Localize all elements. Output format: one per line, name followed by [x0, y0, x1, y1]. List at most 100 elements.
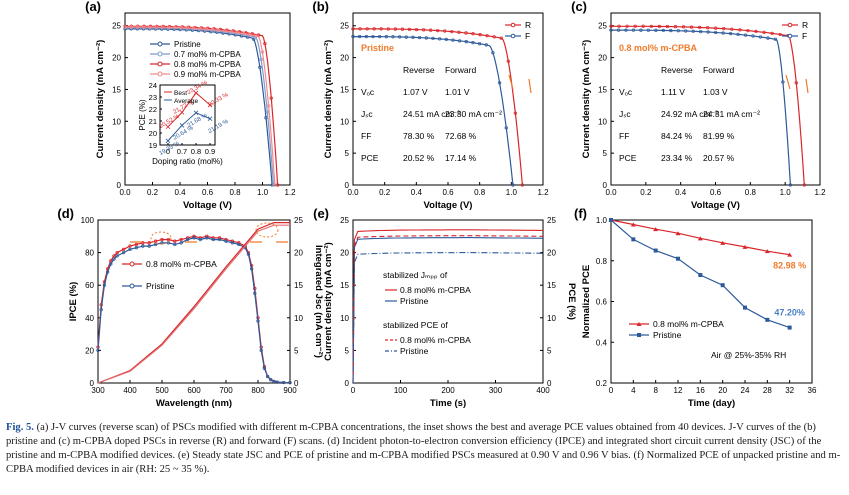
table-header: Forward [445, 65, 476, 75]
highlight-ellipse [255, 222, 279, 238]
data-point [273, 183, 277, 187]
x-tick-label: 32 [785, 386, 794, 395]
y-axis-label: Current density (mA cm⁻²) [323, 40, 334, 159]
data-point [491, 51, 495, 55]
y-axis-label: Current density (mA cm⁻²) [323, 242, 334, 361]
data-point [770, 31, 774, 36]
data-point [154, 25, 158, 29]
data-point [609, 218, 613, 222]
data-point [730, 27, 734, 31]
data-point [443, 29, 447, 33]
inset-y-tick-label: 19 [149, 141, 157, 150]
y2-tick-label: 5 [547, 346, 552, 355]
panel-label: (c) [571, 0, 587, 14]
data-point [262, 366, 267, 370]
data-point [198, 27, 202, 31]
x-tick-label: 16 [696, 386, 705, 395]
data-point [351, 34, 355, 39]
data-point [728, 31, 733, 36]
x-tick-label: 0.0 [347, 188, 359, 197]
data-point [631, 237, 636, 242]
legend-label: Pristine [653, 330, 682, 340]
x-tick-label: 0.2 [147, 188, 159, 197]
y-tick-label: 20 [112, 54, 121, 63]
x-tick-label: 0.8 [229, 188, 241, 197]
table-cell: 72.68 % [445, 131, 477, 141]
y-tick-label: 0 [345, 379, 350, 388]
data-point [242, 32, 246, 36]
data-point [738, 28, 742, 32]
data-point [506, 59, 510, 63]
data-point [485, 34, 489, 38]
panel-label: (a) [85, 0, 101, 14]
data-point [160, 241, 164, 245]
data-point [160, 237, 164, 242]
data-point [372, 27, 376, 31]
x-tick-label: 0.4 [174, 188, 186, 197]
y2-tick-label: 0 [547, 379, 552, 388]
data-point [147, 244, 151, 248]
data-point [720, 240, 726, 245]
data-point [673, 25, 678, 29]
data-point [391, 35, 395, 39]
legend-marker [157, 61, 163, 67]
data-point [444, 37, 448, 42]
data-point [179, 26, 183, 30]
data-point [141, 241, 145, 245]
data-point [142, 25, 146, 29]
legend-marker [510, 22, 516, 28]
legend-label: Pristine [146, 281, 175, 291]
y-tick-label: 0.2 [596, 379, 608, 388]
legend-marker [157, 71, 163, 77]
data-point [781, 80, 785, 84]
data-point [266, 104, 271, 108]
data-point [153, 239, 158, 243]
inset-y-tick-label: 21 [149, 117, 157, 126]
data-point [258, 65, 262, 69]
panel-label: (b) [312, 0, 329, 14]
legend-marker [157, 51, 163, 57]
data-point [511, 183, 515, 187]
x-tick-label: 400 [536, 386, 550, 395]
data-point [641, 24, 645, 28]
y-tick-label: 60 [85, 281, 94, 290]
data-point [649, 24, 653, 29]
x-tick-label: 300 [489, 386, 503, 395]
data-point [407, 27, 412, 32]
x-tick-label: 800 [251, 386, 265, 395]
data-point [173, 239, 177, 243]
data-point [654, 28, 658, 32]
data-point [520, 183, 525, 187]
data-point [192, 26, 196, 30]
x-tick-label: 0.6 [202, 188, 214, 197]
table-cell: Vₒc [361, 87, 375, 97]
inset-data-point [179, 123, 185, 128]
y-tick-label: 15 [598, 85, 607, 94]
data-point [134, 242, 139, 247]
data-point [260, 50, 265, 54]
x-tick-label: 700 [219, 386, 233, 395]
data-point [676, 29, 680, 33]
table-cell: 1.03 V [703, 87, 728, 97]
data-point [794, 81, 798, 85]
series-line [352, 235, 543, 384]
series-line [352, 252, 544, 384]
data-point [230, 241, 235, 245]
y2-tick-label: 15 [294, 281, 303, 290]
x-tick-label: 24 [741, 386, 750, 395]
legend-label: Pristine [174, 40, 201, 49]
sample-label: 0.8 mol% m-CPBA [619, 43, 698, 53]
y-tick-label: 25 [340, 22, 349, 31]
data-point [115, 254, 119, 258]
data-point [414, 27, 419, 32]
data-point [123, 25, 127, 29]
x-tick-label: 200 [441, 386, 455, 395]
scan-arrow [785, 74, 791, 90]
series-line [353, 36, 514, 186]
data-point [129, 25, 133, 29]
scan-arrow [805, 78, 809, 94]
data-point [128, 244, 132, 248]
legend-label: Pristine [400, 346, 429, 356]
figure-area: 0.0 0.2 0.4 0.6 0.8 1.0 1.2 0 5 10 15 20 25 Voltage (… [57, 0, 826, 409]
data-point [657, 24, 661, 29]
